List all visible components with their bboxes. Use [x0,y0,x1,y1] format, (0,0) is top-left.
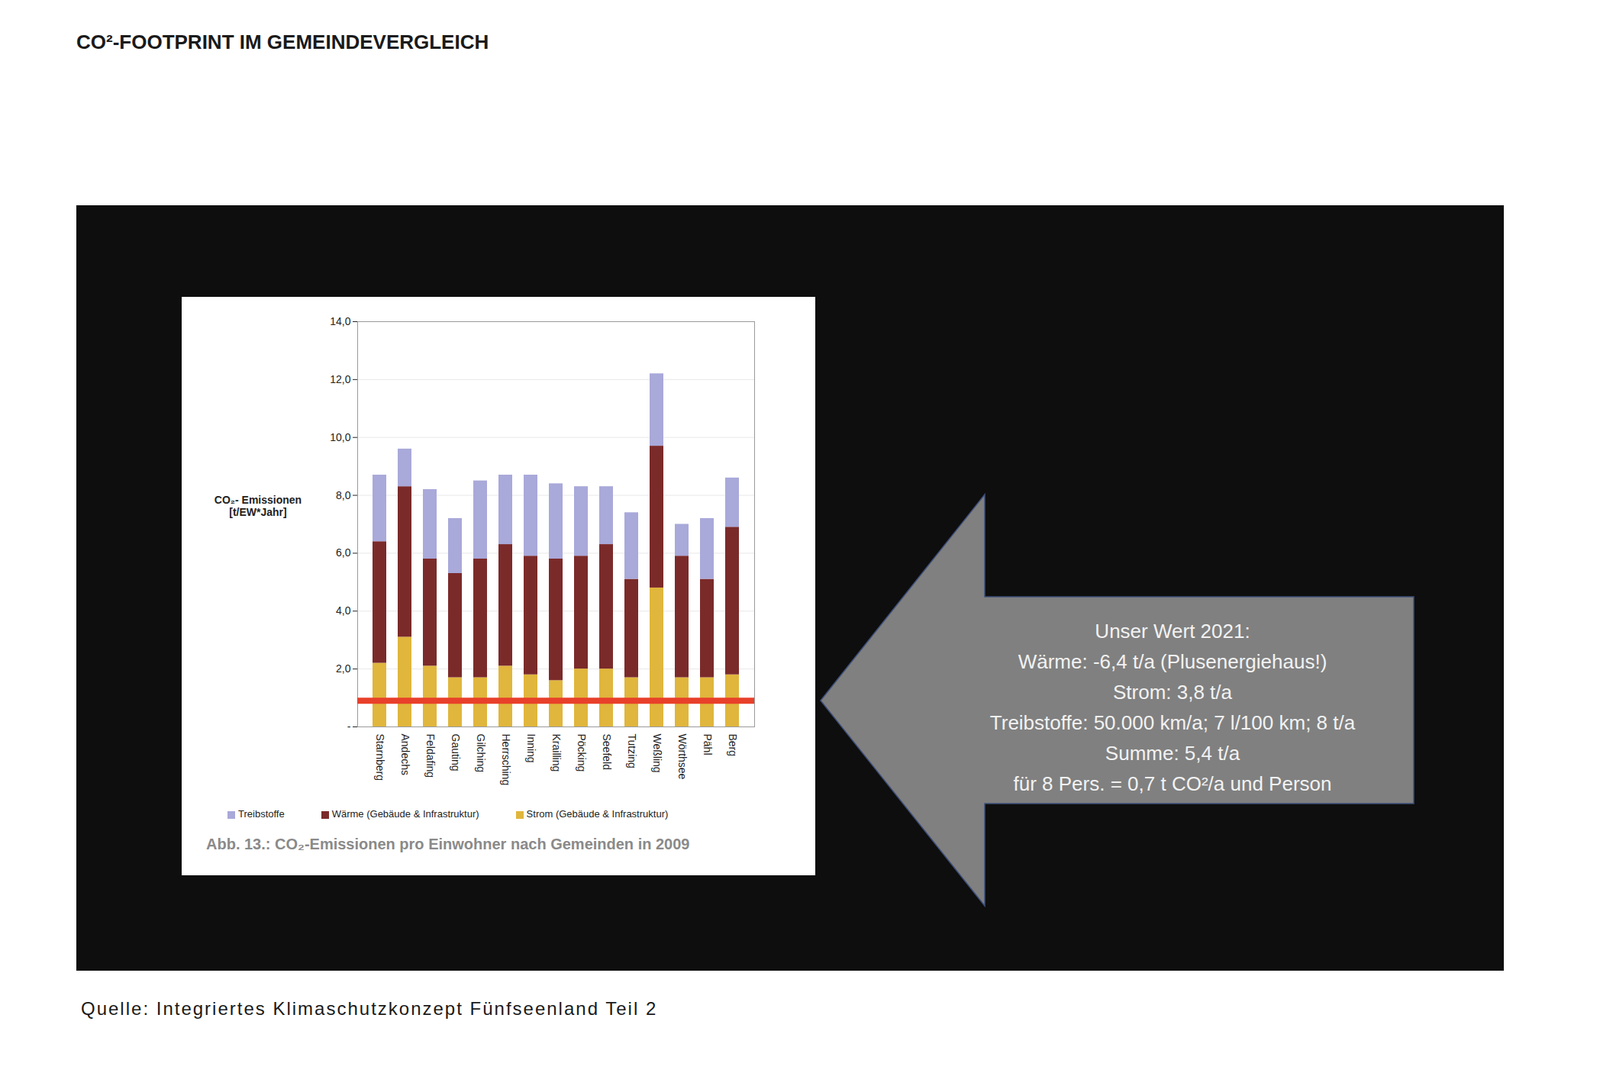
html-text:Strom: 3,8 t/a: Strom: 3,8 t/a [1112,680,1233,704]
html-text:für 8 Pers. = 0,7 t CO²/a und: für 8 Pers. = 0,7 t CO²/a und Person [1013,772,1332,796]
svg-text:Inning: Inning [525,734,538,764]
svg-text:12,0: 12,0 [329,373,351,386]
html-text:Abb. 13.: CO₂-Emissionen pro E: Abb. 13.: CO₂-Emissionen pro Einwohner n… [206,835,690,853]
svg-text:Berg: Berg [726,734,739,758]
html-text:Wärme (Gebäude & Infrastruktur: Wärme (Gebäude & Infrastruktur) [331,808,480,820]
html-text:CO₂- Emissionen [t/EW*Jahr]: CO₂- Emissionen [t/EW*Jahr] [214,493,302,519]
svg-text:Wörthsee: Wörthsee [676,734,689,781]
svg-text:Tutzing: Tutzing [625,734,639,769]
svg-text:6,0: 6,0 [335,546,352,559]
html-text:CO²-FOOTPRINT IM GEMEINDEVERGL: CO²-FOOTPRINT IM GEMEINDEVERGLEICH [76,30,489,54]
html-text:Strom (Gebäude & Infrastruktur: Strom (Gebäude & Infrastruktur) [526,808,669,820]
svg-text:Feldafing: Feldafing [424,734,437,779]
svg-text:Pähl: Pähl [701,734,714,756]
svg-text:Weßling: Weßling [651,734,664,774]
svg-text:4,0: 4,0 [335,604,352,617]
html-text:Quelle: Integriertes Klimaschu: Quelle: Integriertes Klimaschutzkonzept … [80,998,658,1020]
svg-text:Gauting: Gauting [449,734,462,772]
svg-text:2,0: 2,0 [335,662,352,675]
svg-text:14,0: 14,0 [329,315,351,328]
svg-text:Herrsching: Herrsching [500,734,513,787]
svg-text:Andechs: Andechs [399,734,412,776]
svg-text:10,0: 10,0 [329,431,351,444]
svg-text:-: - [347,720,352,733]
html-text:Summe: 5,4 t/a: Summe: 5,4 t/a [1105,741,1240,765]
html-text:Unser Wert 2021:: Unser Wert 2021: [1094,619,1251,643]
svg-text:8,0: 8,0 [335,489,352,502]
svg-text:Krailling: Krailling [550,734,563,773]
svg-text:Gilching: Gilching [474,734,488,774]
svg-text:Starnberg: Starnberg [374,734,387,781]
html-text:Treibstoffe: 50.000 km/a; 7 l/: Treibstoffe: 50.000 km/a; 7 l/100 km; 8 … [989,711,1356,735]
svg-text:Seefeld: Seefeld [600,734,613,771]
svg-text:Pöcking: Pöcking [575,734,588,773]
html-text:Treibstoffe: Treibstoffe [238,808,285,820]
html-text:Wärme: -6,4 t/a (Plusenergieha: Wärme: -6,4 t/a (Plusenergiehaus!) [1018,650,1327,674]
